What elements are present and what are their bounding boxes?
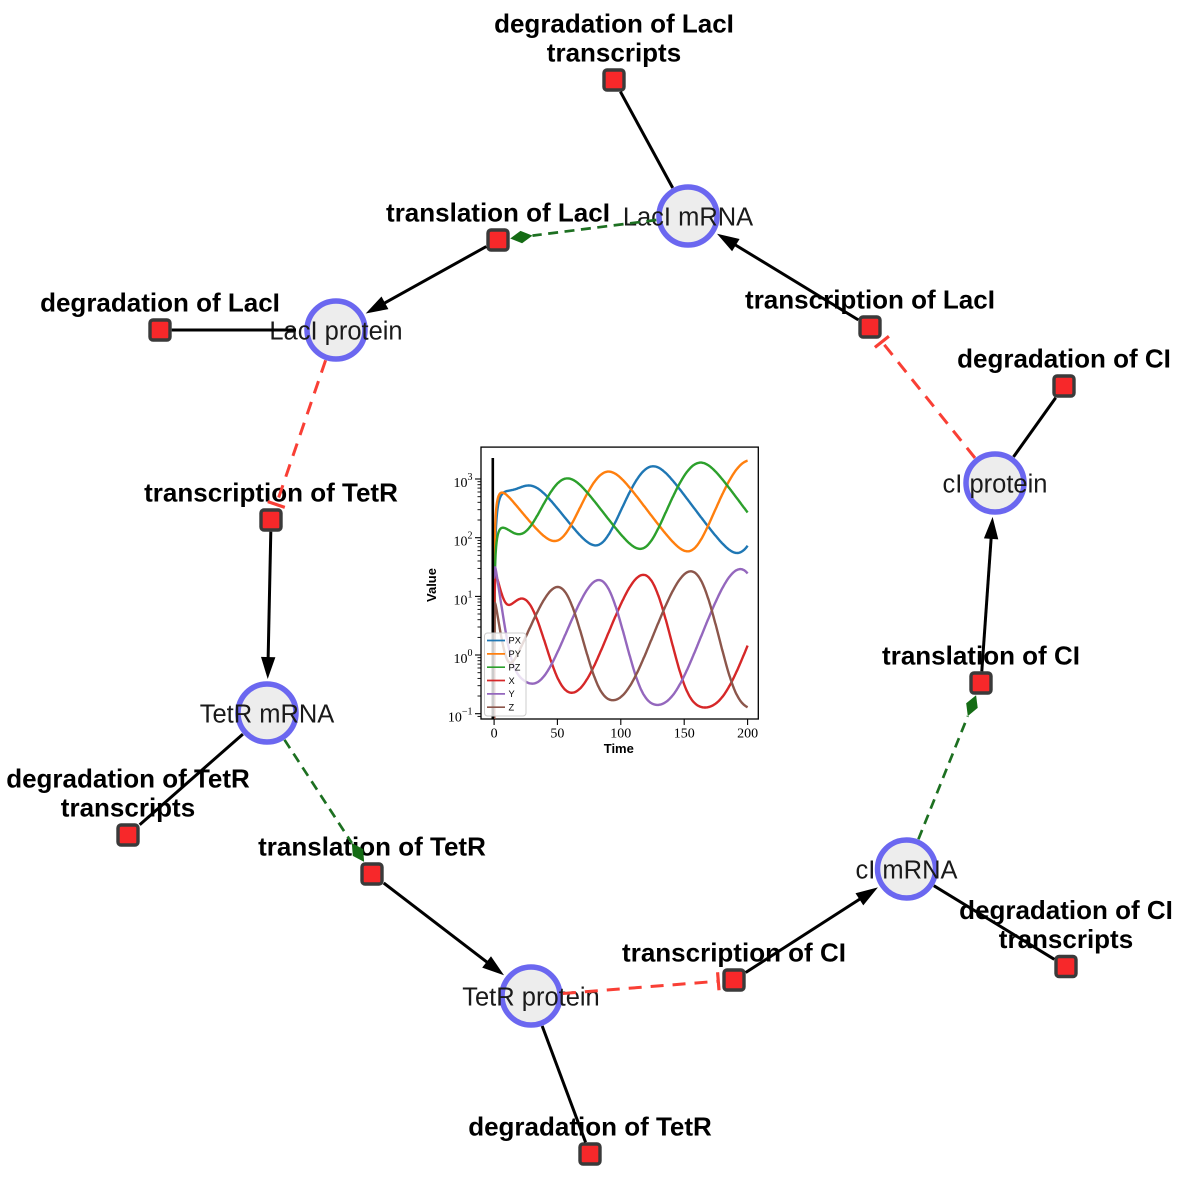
svg-text:degradation of CI: degradation of CI: [957, 343, 1171, 373]
svg-text:50: 50: [550, 727, 564, 742]
svg-text:PZ: PZ: [509, 662, 521, 672]
svg-text:Y: Y: [509, 689, 515, 699]
svg-text:TetR mRNA: TetR mRNA: [200, 700, 335, 728]
svg-text:cI protein: cI protein: [943, 470, 1048, 498]
svg-text:translation of TetR: translation of TetR: [258, 831, 486, 861]
svg-text:translation of LacI: translation of LacI: [386, 197, 610, 227]
svg-text:LacI mRNA: LacI mRNA: [623, 203, 753, 231]
svg-text:Z: Z: [509, 703, 515, 713]
svg-text:PX: PX: [509, 636, 521, 646]
svg-text:X: X: [509, 676, 515, 686]
svg-text:degradation of LacI: degradation of LacI: [40, 287, 280, 317]
svg-text:TetR protein: TetR protein: [462, 983, 600, 1011]
svg-text:transcripts: transcripts: [547, 37, 681, 67]
svg-text:100: 100: [610, 727, 631, 742]
svg-text:degradation of CI: degradation of CI: [959, 895, 1173, 925]
svg-text:cI mRNA: cI mRNA: [856, 856, 958, 884]
svg-text:transcription of LacI: transcription of LacI: [745, 284, 995, 314]
svg-text:0: 0: [491, 727, 498, 742]
svg-text:PY: PY: [509, 649, 521, 659]
svg-text:150: 150: [674, 727, 695, 742]
svg-text:transcription of CI: transcription of CI: [622, 937, 846, 967]
svg-text:Time: Time: [604, 741, 634, 756]
svg-text:degradation of TetR: degradation of TetR: [6, 763, 250, 793]
svg-text:Value: Value: [424, 568, 439, 602]
svg-text:200: 200: [737, 727, 758, 742]
svg-text:degradation of LacI: degradation of LacI: [494, 8, 734, 38]
svg-text:transcripts: transcripts: [61, 792, 195, 822]
svg-text:degradation of TetR: degradation of TetR: [468, 1111, 712, 1141]
